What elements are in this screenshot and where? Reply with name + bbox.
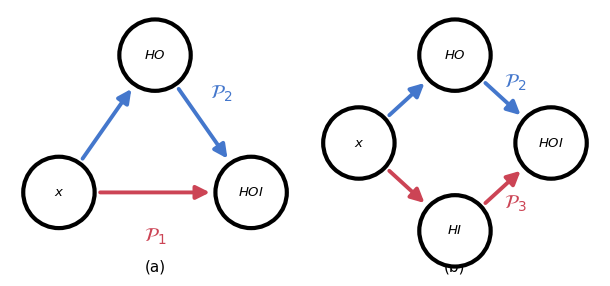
Text: $HOI$: $HOI$: [538, 136, 564, 150]
Text: (a): (a): [145, 260, 165, 275]
Circle shape: [120, 19, 191, 91]
Text: (b): (b): [444, 260, 465, 275]
Text: $x$: $x$: [54, 186, 64, 199]
Circle shape: [323, 107, 395, 179]
Text: $\mathcal{P}_1$: $\mathcal{P}_1$: [144, 226, 167, 247]
Text: $HO$: $HO$: [444, 49, 466, 62]
Text: $HO$: $HO$: [144, 49, 166, 62]
Text: $HI$: $HI$: [447, 224, 463, 237]
Text: $HOI$: $HOI$: [238, 186, 264, 199]
Text: $\mathcal{P}_3$: $\mathcal{P}_3$: [504, 193, 527, 214]
Circle shape: [215, 157, 287, 228]
Circle shape: [515, 107, 587, 179]
Circle shape: [23, 157, 95, 228]
Text: $x$: $x$: [354, 136, 364, 150]
Text: $\mathcal{P}_2$: $\mathcal{P}_2$: [504, 72, 526, 93]
Text: $\mathcal{P}_2$: $\mathcal{P}_2$: [210, 84, 232, 104]
Circle shape: [419, 195, 490, 267]
Circle shape: [419, 19, 490, 91]
